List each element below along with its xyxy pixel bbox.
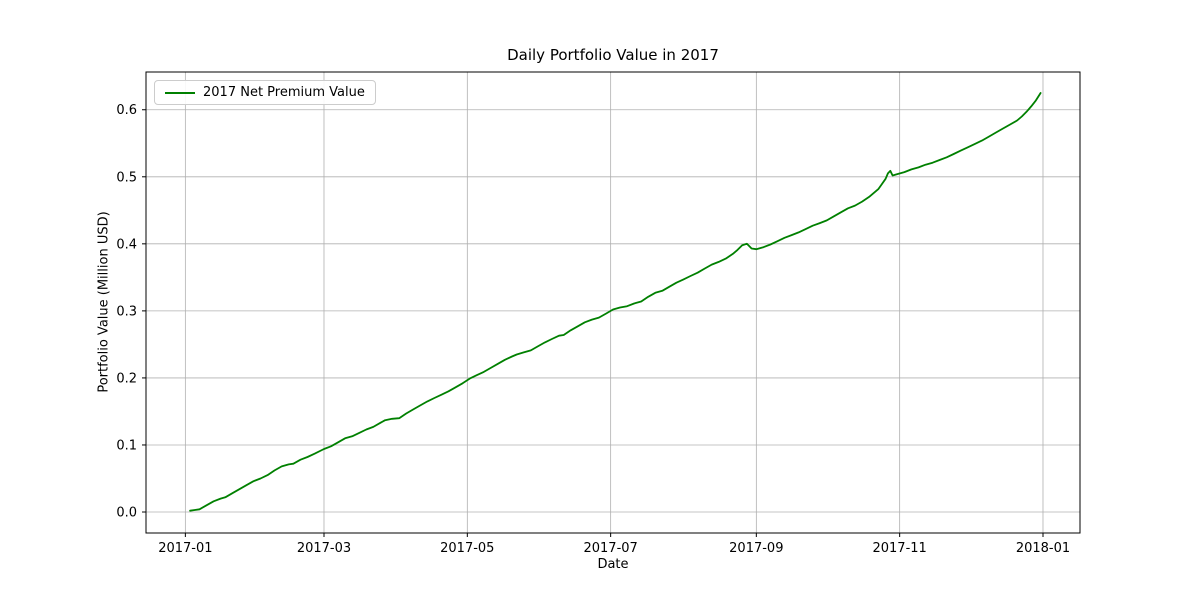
series-line xyxy=(189,92,1042,512)
y-tick-label: 0.4 xyxy=(116,237,137,252)
legend-label: 2017 Net Premium Value xyxy=(203,85,365,100)
x-tick-label: 2017-03 xyxy=(297,541,351,556)
chart-title: Daily Portfolio Value in 2017 xyxy=(507,46,719,64)
y-tick-label: 0.5 xyxy=(116,170,137,185)
x-axis-label: Date xyxy=(597,557,629,572)
legend: 2017 Net Premium Value xyxy=(154,80,376,105)
x-tick-label: 2017-09 xyxy=(729,541,783,556)
y-tick-label: 0.1 xyxy=(116,438,137,453)
x-tick-label: 2018-01 xyxy=(1016,541,1070,556)
y-tick-label: 0.2 xyxy=(116,371,137,386)
x-tick-label: 2017-01 xyxy=(158,541,212,556)
legend-line-swatch xyxy=(165,91,195,94)
x-tick-label: 2017-05 xyxy=(440,541,494,556)
x-tick-label: 2017-11 xyxy=(872,541,926,556)
axes-border xyxy=(145,71,1081,534)
y-tick-label: 0.3 xyxy=(116,304,137,319)
y-tick-label: 0.0 xyxy=(116,506,137,521)
y-tick-label: 0.6 xyxy=(116,103,137,118)
y-axis-label: Portfolio Value (Million USD) xyxy=(96,211,112,393)
x-tick-label: 2017-07 xyxy=(583,541,637,556)
